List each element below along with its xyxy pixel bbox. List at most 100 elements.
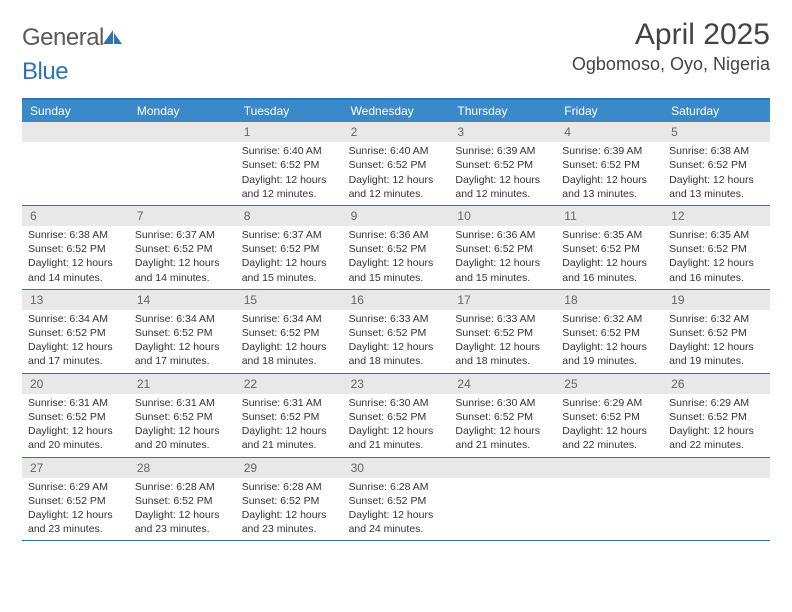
calendar-week: 27Sunrise: 6:29 AMSunset: 6:52 PMDayligh…	[22, 458, 770, 542]
day-details: Sunrise: 6:30 AMSunset: 6:52 PMDaylight:…	[449, 394, 556, 457]
calendar-day: 26Sunrise: 6:29 AMSunset: 6:52 PMDayligh…	[663, 374, 770, 457]
day-number: 11	[556, 206, 663, 226]
sunrise-line: Sunrise: 6:31 AM	[28, 396, 123, 410]
sunset-line: Sunset: 6:52 PM	[135, 410, 230, 424]
calendar-day: 1Sunrise: 6:40 AMSunset: 6:52 PMDaylight…	[236, 122, 343, 205]
day-number: 25	[556, 374, 663, 394]
sunset-line: Sunset: 6:52 PM	[349, 494, 444, 508]
sunset-line: Sunset: 6:52 PM	[135, 494, 230, 508]
day-details: Sunrise: 6:31 AMSunset: 6:52 PMDaylight:…	[22, 394, 129, 457]
daylight-line: Daylight: 12 hours and 16 minutes.	[669, 256, 764, 284]
weekday-header: Wednesday	[343, 100, 450, 122]
daylight-line: Daylight: 12 hours and 21 minutes.	[455, 424, 550, 452]
day-details: Sunrise: 6:28 AMSunset: 6:52 PMDaylight:…	[343, 478, 450, 541]
day-details: Sunrise: 6:37 AMSunset: 6:52 PMDaylight:…	[129, 226, 236, 289]
sunset-line: Sunset: 6:52 PM	[242, 158, 337, 172]
calendar-day: 21Sunrise: 6:31 AMSunset: 6:52 PMDayligh…	[129, 374, 236, 457]
sunset-line: Sunset: 6:52 PM	[28, 242, 123, 256]
day-number: 4	[556, 122, 663, 142]
sunset-line: Sunset: 6:52 PM	[349, 410, 444, 424]
day-details: Sunrise: 6:36 AMSunset: 6:52 PMDaylight:…	[343, 226, 450, 289]
calendar-day: 17Sunrise: 6:33 AMSunset: 6:52 PMDayligh…	[449, 290, 556, 373]
sunrise-line: Sunrise: 6:40 AM	[349, 144, 444, 158]
sunrise-line: Sunrise: 6:34 AM	[135, 312, 230, 326]
calendar-day: 22Sunrise: 6:31 AMSunset: 6:52 PMDayligh…	[236, 374, 343, 457]
day-number: 14	[129, 290, 236, 310]
calendar-day: 2Sunrise: 6:40 AMSunset: 6:52 PMDaylight…	[343, 122, 450, 205]
sunrise-line: Sunrise: 6:30 AM	[455, 396, 550, 410]
day-details: Sunrise: 6:31 AMSunset: 6:52 PMDaylight:…	[129, 394, 236, 457]
calendar-day: .	[449, 458, 556, 541]
calendar-day: 16Sunrise: 6:33 AMSunset: 6:52 PMDayligh…	[343, 290, 450, 373]
sunrise-line: Sunrise: 6:28 AM	[135, 480, 230, 494]
calendar-day: 10Sunrise: 6:36 AMSunset: 6:52 PMDayligh…	[449, 206, 556, 289]
day-details: Sunrise: 6:35 AMSunset: 6:52 PMDaylight:…	[556, 226, 663, 289]
sunset-line: Sunset: 6:52 PM	[349, 158, 444, 172]
day-number: 10	[449, 206, 556, 226]
sunrise-line: Sunrise: 6:40 AM	[242, 144, 337, 158]
daylight-line: Daylight: 12 hours and 18 minutes.	[455, 340, 550, 368]
sunset-line: Sunset: 6:52 PM	[242, 410, 337, 424]
calendar-day: 6Sunrise: 6:38 AMSunset: 6:52 PMDaylight…	[22, 206, 129, 289]
calendar-day: 18Sunrise: 6:32 AMSunset: 6:52 PMDayligh…	[556, 290, 663, 373]
daylight-line: Daylight: 12 hours and 12 minutes.	[349, 173, 444, 201]
calendar-day: .	[129, 122, 236, 205]
sunrise-line: Sunrise: 6:31 AM	[242, 396, 337, 410]
calendar-day: 20Sunrise: 6:31 AMSunset: 6:52 PMDayligh…	[22, 374, 129, 457]
calendar-day: 11Sunrise: 6:35 AMSunset: 6:52 PMDayligh…	[556, 206, 663, 289]
daylight-line: Daylight: 12 hours and 17 minutes.	[135, 340, 230, 368]
day-details: Sunrise: 6:34 AMSunset: 6:52 PMDaylight:…	[129, 310, 236, 373]
day-number: 16	[343, 290, 450, 310]
brand-logo: GeneralBlue	[22, 18, 124, 86]
day-number: 28	[129, 458, 236, 478]
sunrise-line: Sunrise: 6:37 AM	[135, 228, 230, 242]
day-number: 27	[22, 458, 129, 478]
daylight-line: Daylight: 12 hours and 21 minutes.	[242, 424, 337, 452]
day-details: Sunrise: 6:28 AMSunset: 6:52 PMDaylight:…	[236, 478, 343, 541]
calendar-day: 9Sunrise: 6:36 AMSunset: 6:52 PMDaylight…	[343, 206, 450, 289]
sunrise-line: Sunrise: 6:35 AM	[669, 228, 764, 242]
calendar-day: 24Sunrise: 6:30 AMSunset: 6:52 PMDayligh…	[449, 374, 556, 457]
sunrise-line: Sunrise: 6:34 AM	[242, 312, 337, 326]
calendar-day: 28Sunrise: 6:28 AMSunset: 6:52 PMDayligh…	[129, 458, 236, 541]
weekday-header: Sunday	[22, 100, 129, 122]
sunset-line: Sunset: 6:52 PM	[562, 410, 657, 424]
month-title: April 2025	[572, 18, 770, 52]
weekday-header: Tuesday	[236, 100, 343, 122]
sunrise-line: Sunrise: 6:30 AM	[349, 396, 444, 410]
sunrise-line: Sunrise: 6:29 AM	[28, 480, 123, 494]
sunset-line: Sunset: 6:52 PM	[242, 494, 337, 508]
daylight-line: Daylight: 12 hours and 19 minutes.	[562, 340, 657, 368]
day-details: Sunrise: 6:34 AMSunset: 6:52 PMDaylight:…	[22, 310, 129, 373]
sunrise-line: Sunrise: 6:32 AM	[669, 312, 764, 326]
calendar-day: 12Sunrise: 6:35 AMSunset: 6:52 PMDayligh…	[663, 206, 770, 289]
sunset-line: Sunset: 6:52 PM	[455, 410, 550, 424]
daylight-line: Daylight: 12 hours and 24 minutes.	[349, 508, 444, 536]
daylight-line: Daylight: 12 hours and 20 minutes.	[135, 424, 230, 452]
weekday-header: Thursday	[449, 100, 556, 122]
daylight-line: Daylight: 12 hours and 22 minutes.	[669, 424, 764, 452]
day-number: 29	[236, 458, 343, 478]
daylight-line: Daylight: 12 hours and 23 minutes.	[242, 508, 337, 536]
sunset-line: Sunset: 6:52 PM	[455, 242, 550, 256]
sunset-line: Sunset: 6:52 PM	[669, 158, 764, 172]
calendar-day: 25Sunrise: 6:29 AMSunset: 6:52 PMDayligh…	[556, 374, 663, 457]
sunrise-line: Sunrise: 6:34 AM	[28, 312, 123, 326]
day-details: Sunrise: 6:35 AMSunset: 6:52 PMDaylight:…	[663, 226, 770, 289]
day-details: Sunrise: 6:40 AMSunset: 6:52 PMDaylight:…	[343, 142, 450, 205]
sunset-line: Sunset: 6:52 PM	[455, 158, 550, 172]
sunrise-line: Sunrise: 6:33 AM	[349, 312, 444, 326]
calendar-day: 27Sunrise: 6:29 AMSunset: 6:52 PMDayligh…	[22, 458, 129, 541]
day-details: Sunrise: 6:39 AMSunset: 6:52 PMDaylight:…	[449, 142, 556, 205]
day-number: 7	[129, 206, 236, 226]
daylight-line: Daylight: 12 hours and 18 minutes.	[349, 340, 444, 368]
calendar-day: 7Sunrise: 6:37 AMSunset: 6:52 PMDaylight…	[129, 206, 236, 289]
daylight-line: Daylight: 12 hours and 23 minutes.	[28, 508, 123, 536]
calendar-day: 3Sunrise: 6:39 AMSunset: 6:52 PMDaylight…	[449, 122, 556, 205]
day-number: .	[22, 122, 129, 142]
day-number: 17	[449, 290, 556, 310]
daylight-line: Daylight: 12 hours and 21 minutes.	[349, 424, 444, 452]
daylight-line: Daylight: 12 hours and 13 minutes.	[669, 173, 764, 201]
day-details: Sunrise: 6:38 AMSunset: 6:52 PMDaylight:…	[663, 142, 770, 205]
day-number: 2	[343, 122, 450, 142]
